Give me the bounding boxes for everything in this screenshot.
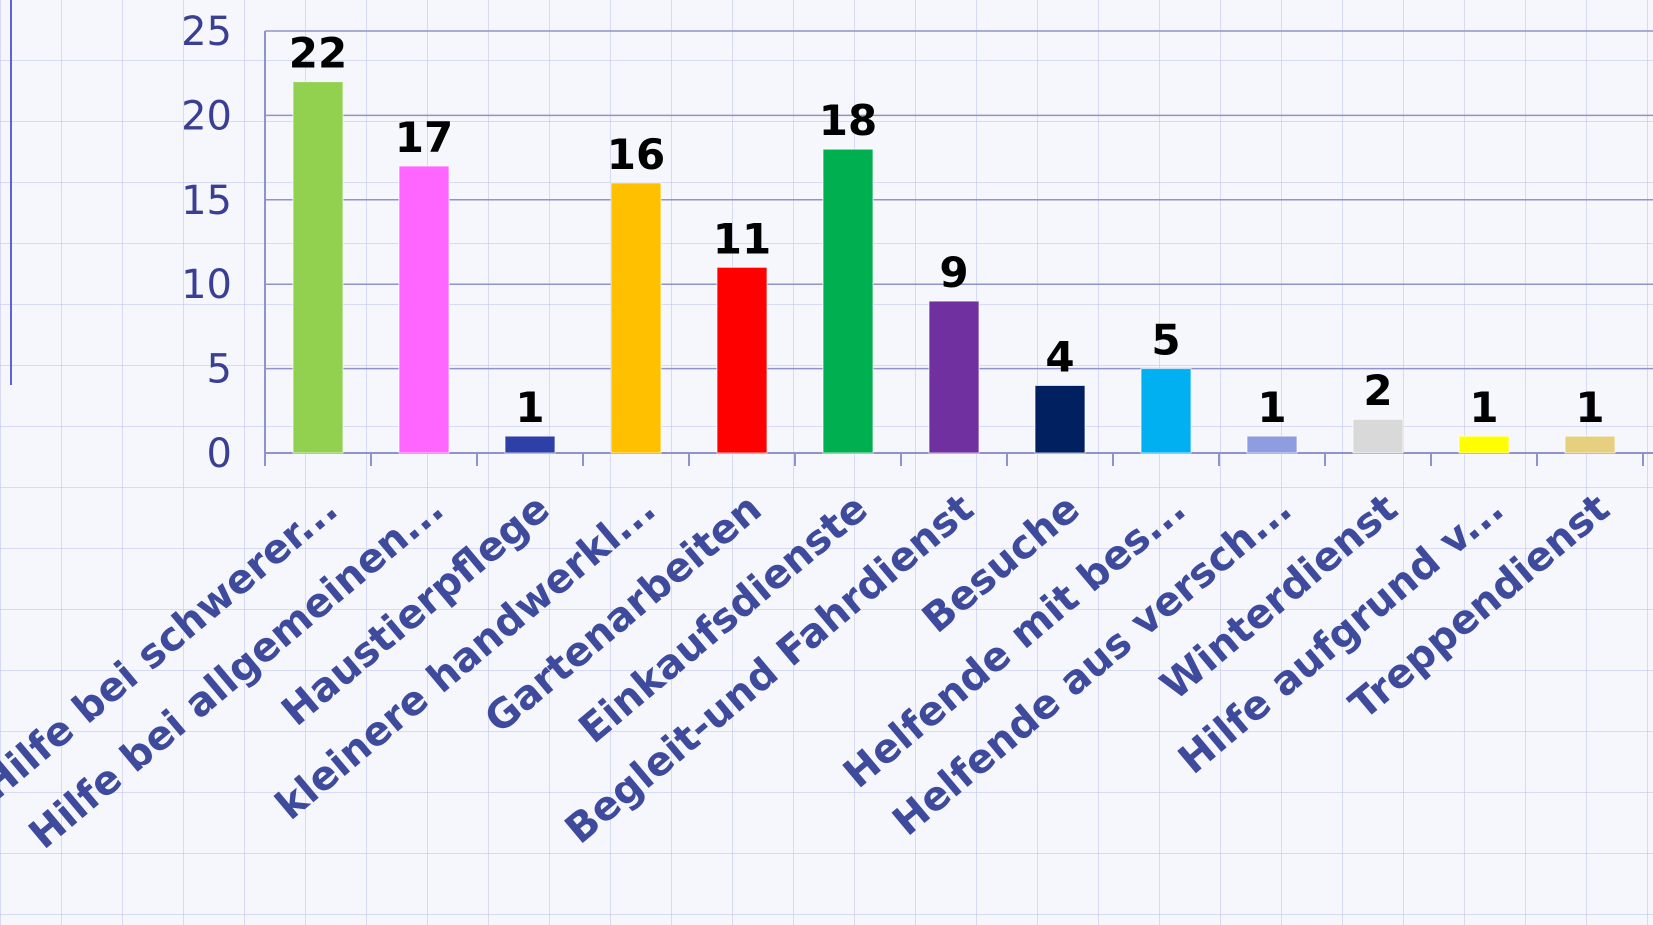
bar	[928, 300, 980, 454]
data-label: 9	[939, 248, 968, 297]
bar	[1246, 435, 1298, 454]
data-label: 18	[819, 96, 877, 145]
x-category-label: Hilfe bei allgemeinen...	[21, 485, 453, 858]
y-tick-label: 20	[181, 93, 232, 139]
bar	[504, 435, 556, 454]
bar	[610, 182, 662, 454]
bar	[1140, 368, 1192, 454]
data-label: 2	[1363, 366, 1392, 415]
bar	[1458, 435, 1510, 454]
data-label: 1	[1575, 383, 1604, 432]
left-border-line	[10, 0, 12, 385]
data-label: 17	[395, 113, 453, 162]
category-labels: Hilfe bei schwerer...Hilfe bei allgemein…	[0, 485, 1618, 858]
data-label: 11	[713, 214, 771, 263]
y-tick-label: 25	[181, 9, 232, 55]
bar	[822, 148, 874, 454]
data-label: 1	[1257, 383, 1286, 432]
bar	[1352, 418, 1404, 454]
bar	[1034, 384, 1086, 454]
y-tick-label: 15	[181, 178, 232, 224]
data-label: 5	[1151, 316, 1180, 365]
data-label: 22	[289, 29, 347, 78]
y-tick-label: 5	[207, 347, 232, 393]
bar	[716, 266, 768, 454]
bars	[292, 81, 1616, 454]
x-axis	[264, 452, 1653, 466]
bar	[398, 165, 450, 454]
data-label: 16	[607, 130, 665, 179]
bar	[292, 81, 344, 454]
data-label: 4	[1045, 332, 1074, 381]
y-tick-label: 10	[181, 262, 232, 308]
y-axis: 0 5 10 15 20 25	[181, 9, 266, 477]
data-label: 1	[1469, 383, 1498, 432]
y-tick-label: 0	[207, 431, 232, 477]
bar	[1564, 435, 1616, 454]
data-label: 1	[515, 383, 544, 432]
